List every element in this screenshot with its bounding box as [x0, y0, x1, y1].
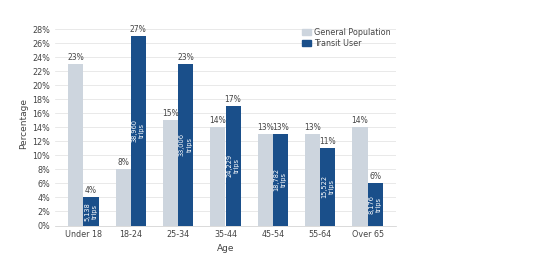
Bar [353, 127, 367, 226]
Text: 13%: 13% [304, 123, 321, 132]
Bar [84, 197, 98, 225]
Text: 13%: 13% [257, 123, 274, 132]
Text: 14%: 14% [210, 116, 226, 125]
Text: 24,229
trips: 24,229 trips [227, 154, 240, 177]
Bar [68, 64, 84, 226]
Bar [273, 134, 288, 225]
Bar [178, 64, 193, 226]
Bar [116, 169, 131, 226]
Bar [163, 120, 178, 226]
Bar [305, 134, 320, 225]
Text: 11%: 11% [320, 137, 336, 146]
Text: 18,782
trips: 18,782 trips [274, 168, 287, 191]
Text: 17%: 17% [225, 95, 241, 104]
Text: 23%: 23% [177, 53, 194, 62]
Text: 13%: 13% [272, 123, 289, 132]
Bar [258, 134, 273, 225]
Text: 23%: 23% [68, 53, 84, 62]
Bar [367, 183, 383, 226]
Bar [320, 148, 336, 226]
Text: 4%: 4% [85, 186, 97, 195]
Text: 6%: 6% [369, 172, 381, 181]
Bar [226, 106, 241, 226]
Text: 8%: 8% [117, 158, 129, 167]
Legend: General Population, Transit User: General Population, Transit User [301, 26, 392, 49]
Text: 14%: 14% [351, 116, 368, 125]
Text: 15%: 15% [162, 109, 179, 118]
Text: 8,176
trips: 8,176 trips [368, 195, 382, 214]
Text: 33,006
trips: 33,006 trips [179, 133, 192, 156]
X-axis label: Age: Age [217, 244, 234, 252]
Text: 38,960
trips: 38,960 trips [131, 119, 145, 142]
Text: 5,138
trips: 5,138 trips [84, 202, 98, 221]
Bar [131, 36, 146, 226]
Bar [210, 127, 225, 226]
Text: 27%: 27% [130, 25, 147, 34]
Y-axis label: Percentage: Percentage [19, 98, 28, 149]
Text: 15,522
trips: 15,522 trips [321, 175, 334, 199]
